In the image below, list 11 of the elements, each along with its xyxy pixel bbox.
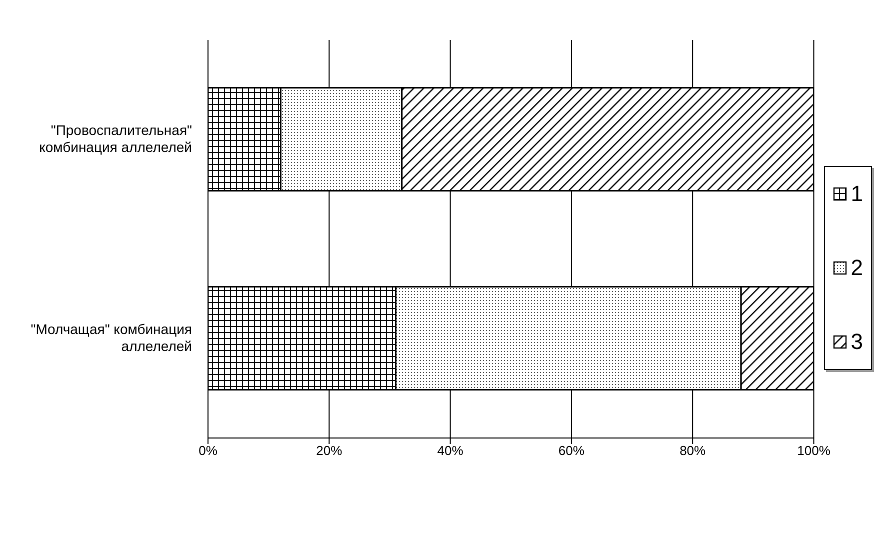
x-tick-label: 40%	[437, 443, 464, 458]
x-tick-label: 60%	[558, 443, 585, 458]
x-tick-label: 20%	[316, 443, 343, 458]
text: 2	[850, 255, 863, 281]
x-tick-label: 80%	[680, 443, 706, 458]
y-tick-label: "Молчащая" комбинация аллелелей	[30, 320, 192, 354]
text: 1	[850, 181, 863, 207]
x-tick-label: 100%	[797, 443, 831, 458]
y-tick-label: "Провоспалительная" комбинация аллелелей	[39, 122, 192, 155]
series-label: 3	[850, 329, 863, 355]
x-tick-label: 0%	[198, 443, 218, 458]
